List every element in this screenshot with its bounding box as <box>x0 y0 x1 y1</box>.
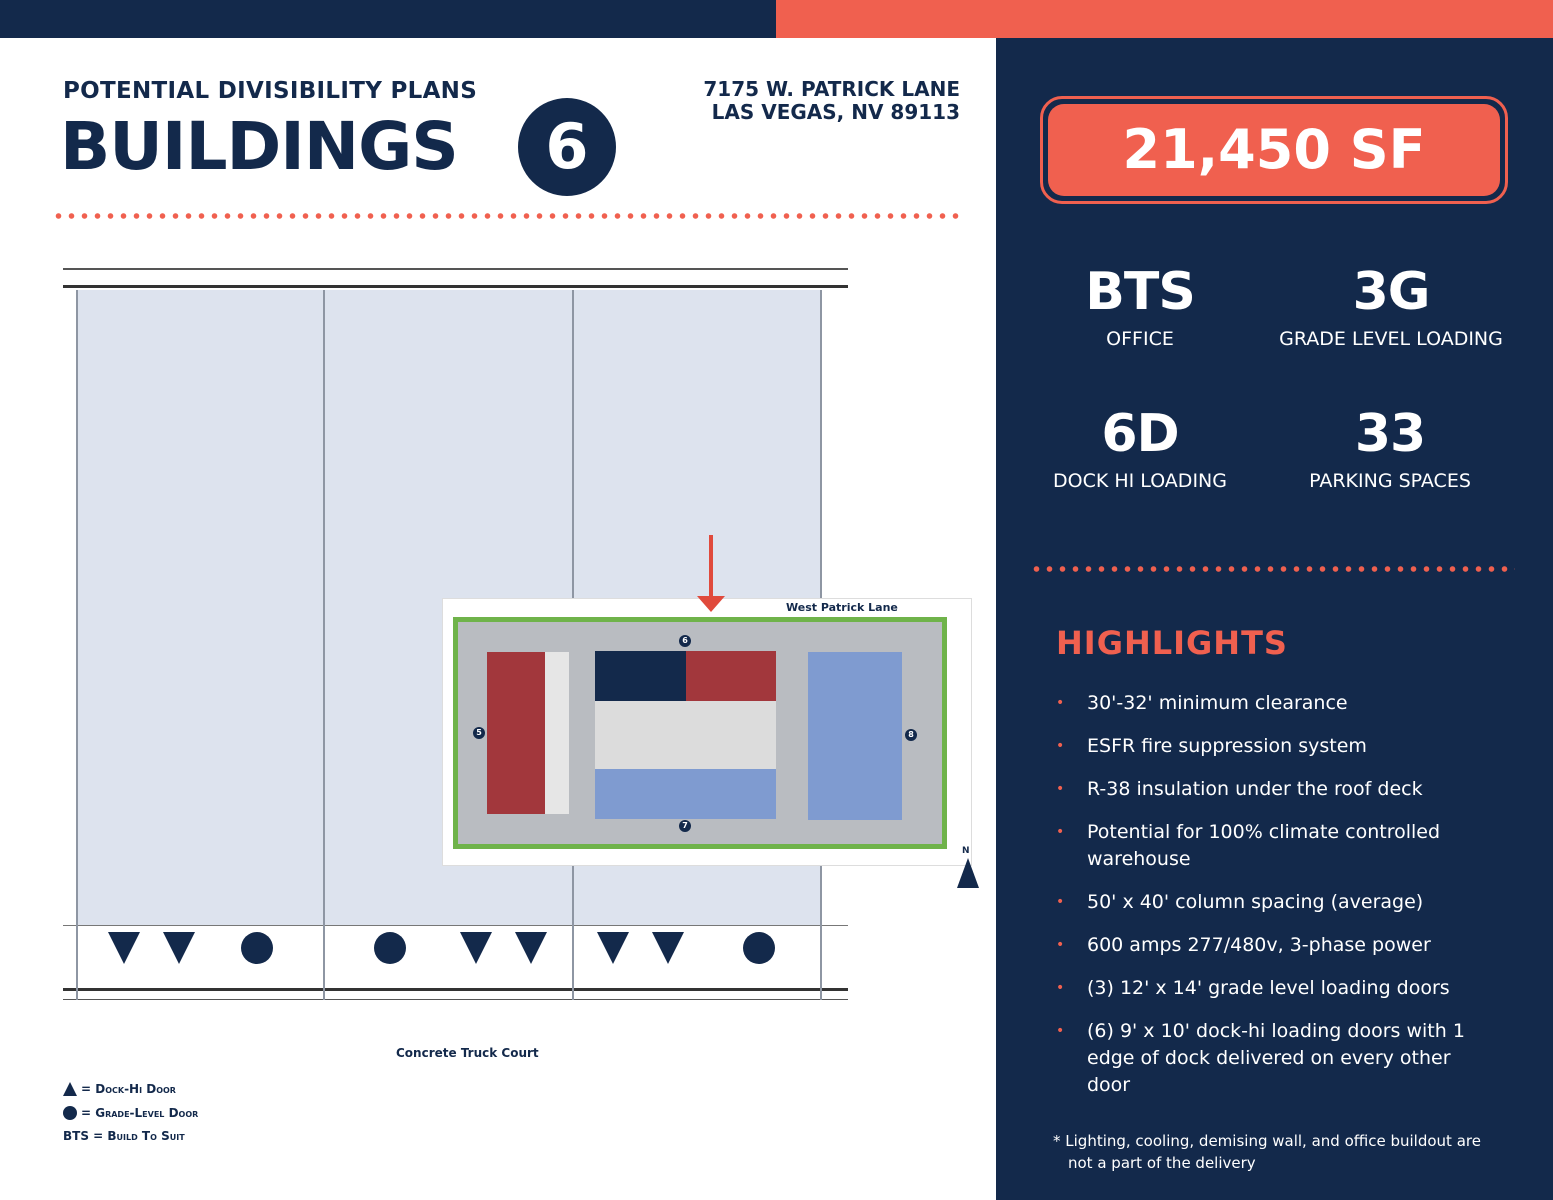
marker-7: 7 <box>679 820 691 832</box>
highlight-item: ESFR fire suppression system <box>1056 733 1496 760</box>
site-plan-inset: 6 5 7 8 West Patrick Lane <box>442 598 972 866</box>
dotted-divider <box>52 213 962 219</box>
dock-apron <box>545 652 569 814</box>
legend-grade: = Grade-Level Door <box>63 1106 198 1120</box>
info-panel <box>996 38 1553 1200</box>
stat-label: DOCK HI LOADING <box>1053 470 1227 492</box>
grade-level-door-icon <box>743 932 775 964</box>
grade-level-door-icon <box>374 932 406 964</box>
dotted-divider <box>1030 566 1515 572</box>
stat-value: 6D <box>1101 404 1179 464</box>
dock-hi-door-icon <box>460 932 492 964</box>
marker-5: 5 <box>473 727 485 739</box>
stat-parking: 33 PARKING SPACES <box>1250 404 1530 492</box>
address: 7175 W. PATRICK LANE LAS VEGAS, NV 89113 <box>703 78 960 124</box>
triangle-icon <box>63 1082 77 1096</box>
stat-dock: 6D DOCK HI LOADING <box>1000 404 1280 492</box>
grade-level-door-icon <box>241 932 273 964</box>
stat-label: OFFICE <box>1106 328 1174 350</box>
highlight-item: 30'-32' minimum clearance <box>1056 690 1496 717</box>
highlight-item: (6) 9' x 10' dock-hi loading doors with … <box>1056 1018 1496 1099</box>
floor-plan <box>63 238 848 1013</box>
stat-value: 3G <box>1352 262 1431 322</box>
stat-office: BTS OFFICE <box>1000 262 1280 350</box>
dock-hi-door-icon <box>515 932 547 964</box>
north-arrow-icon <box>957 858 979 888</box>
arrow-down-icon <box>709 535 713 600</box>
stat-grade: 3G GRADE LEVEL LOADING <box>1250 262 1532 350</box>
truck-court-label: Concrete Truck Court <box>396 1046 539 1060</box>
dock-hi-door-icon <box>108 932 140 964</box>
address-line2: LAS VEGAS, NV 89113 <box>711 100 960 124</box>
highlight-item: Potential for 100% climate controlled wa… <box>1056 819 1496 873</box>
stat-label: GRADE LEVEL LOADING <box>1279 328 1503 350</box>
top-bar-navy <box>0 0 776 38</box>
dock-hi-door-icon <box>597 932 629 964</box>
north-label: N <box>962 846 970 856</box>
plan-dock-line <box>63 925 848 926</box>
dock-hi-door-icon <box>163 932 195 964</box>
building-number-badge: 6 <box>518 98 616 196</box>
demising-wall <box>323 290 325 1000</box>
unit-a <box>77 290 323 925</box>
top-bar-coral <box>776 0 1553 38</box>
address-line1: 7175 W. PATRICK LANE <box>703 77 960 101</box>
building-7 <box>595 769 776 819</box>
subtitle: POTENTIAL DIVISIBILITY PLANS <box>63 78 478 104</box>
size-value: 21,450 SF <box>1048 104 1500 196</box>
legend-bts: BTS = Build To Suit <box>63 1129 185 1143</box>
street-label: West Patrick Lane <box>786 601 898 614</box>
stat-value: 33 <box>1354 404 1426 464</box>
building-6-leased <box>595 651 686 701</box>
highlight-item: (3) 12' x 14' grade level loading doors <box>1056 975 1496 1002</box>
page-title: BUILDINGS <box>60 108 459 185</box>
stat-value: BTS <box>1085 262 1196 322</box>
circle-icon <box>63 1106 77 1120</box>
footnote: * Lighting, cooling, demising wall, and … <box>1053 1132 1481 1172</box>
stat-label: PARKING SPACES <box>1309 470 1471 492</box>
arrow-head <box>697 596 725 612</box>
highlights-title: HIGHLIGHTS <box>1056 624 1288 662</box>
highlight-item: 600 amps 277/480v, 3-phase power <box>1056 932 1496 959</box>
dock-hi-door-icon <box>652 932 684 964</box>
truck-court <box>595 701 776 769</box>
legend-grade-label: = Grade-Level Door <box>81 1106 199 1120</box>
building-5 <box>487 652 545 814</box>
highlights-list: 30'-32' minimum clearance ESFR fire suppr… <box>1056 690 1496 1115</box>
size-badge: 21,450 SF <box>1040 96 1508 204</box>
plan-bottom-wall <box>63 988 848 1000</box>
building-6-available <box>686 651 776 701</box>
highlight-item: R-38 insulation under the roof deck <box>1056 776 1496 803</box>
legend-dock-label: = Dock-Hi Door <box>81 1082 176 1096</box>
marker-6: 6 <box>679 635 691 647</box>
plan-top-wall <box>63 268 848 288</box>
building-8 <box>808 652 902 820</box>
highlight-item: 50' x 40' column spacing (average) <box>1056 889 1496 916</box>
legend-dock: = Dock-Hi Door <box>63 1082 176 1096</box>
marker-8: 8 <box>905 729 917 741</box>
wall <box>76 290 78 1000</box>
